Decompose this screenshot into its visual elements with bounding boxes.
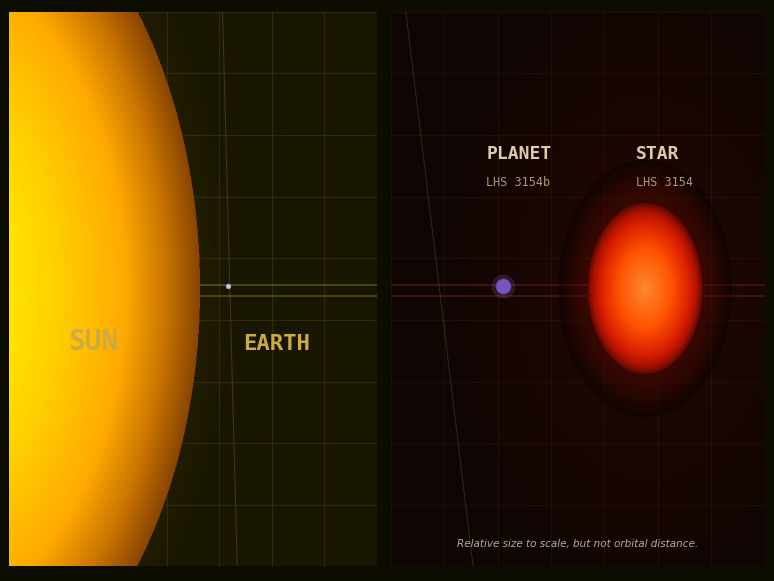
- Text: SUN: SUN: [68, 328, 118, 356]
- Text: STAR: STAR: [635, 145, 680, 163]
- Text: EARTH: EARTH: [243, 334, 310, 354]
- Text: PLANET: PLANET: [486, 145, 551, 163]
- Text: Relative size to scale, but not orbital distance.: Relative size to scale, but not orbital …: [457, 539, 698, 549]
- Text: LHS 3154b: LHS 3154b: [486, 177, 550, 189]
- Text: LHS 3154: LHS 3154: [635, 177, 693, 189]
